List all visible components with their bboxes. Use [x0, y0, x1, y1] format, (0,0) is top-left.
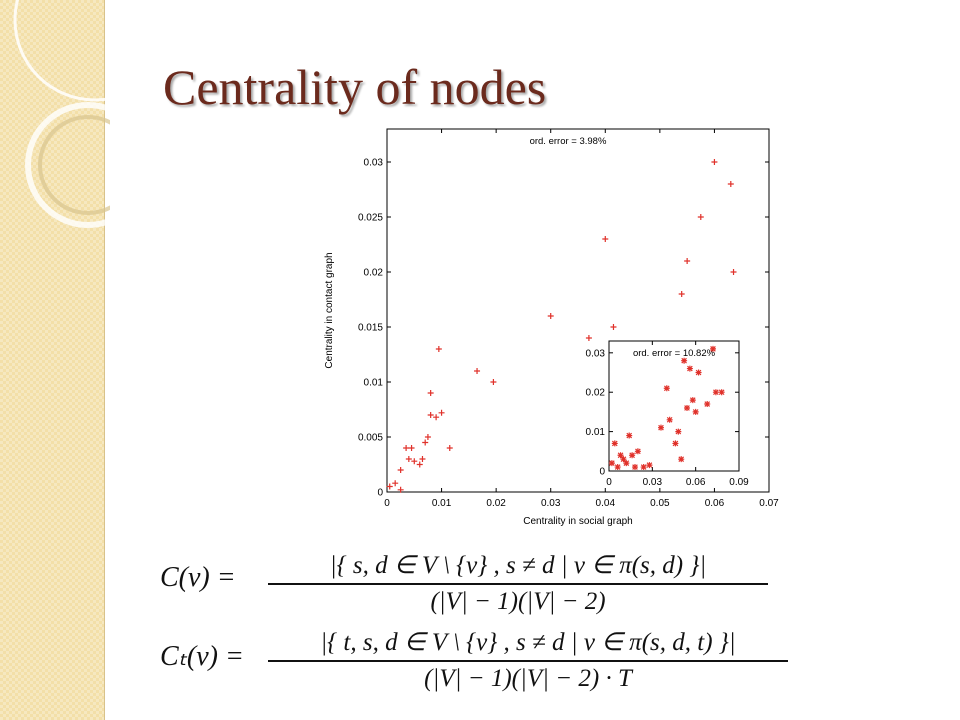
data-point: [424, 434, 431, 440]
data-point: [435, 346, 442, 352]
inset-data-point: [646, 462, 653, 469]
data-point: [411, 458, 418, 465]
x-tick-label: 0: [384, 498, 390, 509]
inset-data-point: [689, 397, 696, 404]
decorative-rings: [13, 0, 110, 228]
data-point: [678, 291, 685, 297]
inset-data-point: [617, 452, 624, 459]
inset-data-point: [684, 404, 690, 411]
data-point: [490, 379, 497, 385]
data-point: [438, 409, 445, 416]
x-tick-label: 0.06: [705, 498, 725, 509]
equation-lhs: Cₜ(v) =: [160, 641, 244, 672]
inset-data-point: [634, 448, 641, 455]
x-tick-label: 0.06: [686, 477, 706, 488]
data-point: [433, 414, 440, 421]
equation-numerator: |{ s, d ∈ V \ {v} , s ≠ d | v ∈ π(s, d) …: [329, 552, 707, 579]
data-point: [730, 269, 737, 275]
x-tick-label: 0.02: [486, 498, 506, 509]
data-point: [427, 412, 434, 418]
inset-data-point: [710, 345, 716, 352]
inset-data-point: [678, 456, 685, 463]
data-point: [684, 258, 691, 264]
y-tick-label: 0: [599, 467, 605, 478]
y-axis-label: Centrality in contact graph: [324, 252, 335, 368]
x-axis-label: Centrality in social graph: [523, 516, 633, 527]
y-tick-label: 0.01: [364, 378, 384, 389]
x-tick-label: 0.01: [432, 498, 452, 509]
data-point: [397, 467, 404, 473]
inset-data-point: [632, 464, 638, 471]
inset-data-point: [718, 389, 725, 396]
equation-numerator: |{ t, s, d ∈ V \ {v} , s ≠ d | v ∈ π(s, …: [320, 629, 736, 656]
y-tick-label: 0.025: [358, 213, 383, 224]
centrality-scatter-chart: 0 0.01 0.02 0.03 0.04 0.05 0.06 0.07 0 0.005 0.01 0…: [324, 128, 779, 527]
data-point: [446, 445, 453, 451]
data-point: [727, 181, 734, 187]
inset-data-point: [611, 440, 618, 447]
data-point: [427, 390, 434, 396]
x-tick-label: 0.05: [650, 498, 670, 509]
fraction-bar: [268, 660, 788, 662]
error-annotation: ord. error = 10.82%: [633, 348, 716, 359]
equation-lhs: C(v) =: [160, 562, 236, 593]
inset-data-point: [640, 464, 647, 471]
equation-fraction: |{ t, s, d ∈ V \ {v} , s ≠ d | v ∈ π(s, …: [268, 627, 788, 693]
inset-data-point: [704, 401, 711, 408]
x-tick-label: 0.09: [729, 477, 749, 488]
y-tick-label: 0: [377, 488, 383, 499]
x-tick-label: 0: [606, 477, 612, 488]
inset-data-point: [681, 357, 688, 364]
data-point: [419, 456, 426, 462]
data-point: [405, 456, 412, 462]
inset-data-point: [675, 428, 682, 435]
data-point: [585, 335, 592, 341]
y-tick-label: 0.03: [364, 158, 384, 169]
data-point: [610, 324, 617, 330]
data-point: [602, 236, 609, 242]
x-tick-label: 0.04: [596, 498, 616, 509]
data-point: [474, 368, 481, 374]
data-point: [392, 480, 399, 487]
inset-data-point: [672, 440, 679, 447]
inset-data-point: [695, 369, 702, 376]
data-point: [547, 313, 554, 319]
inset-data-point: [623, 460, 630, 467]
data-point: [408, 445, 415, 451]
inset-data-point: [620, 456, 627, 463]
equation-denominator: (|V| − 1)(|V| − 2) · T: [424, 665, 632, 692]
y-tick-label: 0.005: [358, 433, 383, 444]
data-point: [397, 486, 404, 493]
y-tick-label: 0.02: [364, 268, 384, 279]
data-point: [422, 439, 429, 446]
error-annotation: ord. error = 3.98%: [530, 136, 607, 147]
data-point: [416, 461, 423, 468]
y-tick-label: 0.03: [586, 348, 606, 359]
equation-fraction: |{ s, d ∈ V \ {v} , s ≠ d | v ∈ π(s, d) …: [268, 550, 768, 616]
inset-data-point: [626, 432, 633, 439]
equation-denominator: (|V| − 1)(|V| − 2): [430, 588, 606, 615]
inset-data-point: [629, 452, 636, 459]
inset-data-point: [663, 385, 670, 392]
data-point: [711, 159, 718, 165]
y-tick-label: 0.01: [586, 427, 606, 438]
inset-data-point: [686, 365, 693, 372]
inset-plot-frame: [608, 340, 740, 472]
data-point: [697, 214, 704, 220]
inset-data-point: [608, 460, 615, 467]
inset-data-point: [666, 416, 673, 423]
inset-data-point: [692, 408, 699, 415]
fraction-bar: [268, 583, 768, 585]
inset-data-point: [614, 464, 621, 471]
slide-title: Centrality of nodes: [163, 59, 547, 115]
y-tick-label: 0.02: [586, 388, 606, 399]
y-tick-label: 0.015: [358, 323, 383, 334]
data-point: [386, 483, 393, 490]
x-tick-label: 0.03: [643, 477, 663, 488]
inset-data-point: [658, 424, 664, 431]
x-tick-label: 0.03: [541, 498, 561, 509]
inset-data-point: [712, 389, 719, 396]
data-point: [403, 445, 410, 451]
x-tick-label: 0.07: [759, 498, 779, 509]
